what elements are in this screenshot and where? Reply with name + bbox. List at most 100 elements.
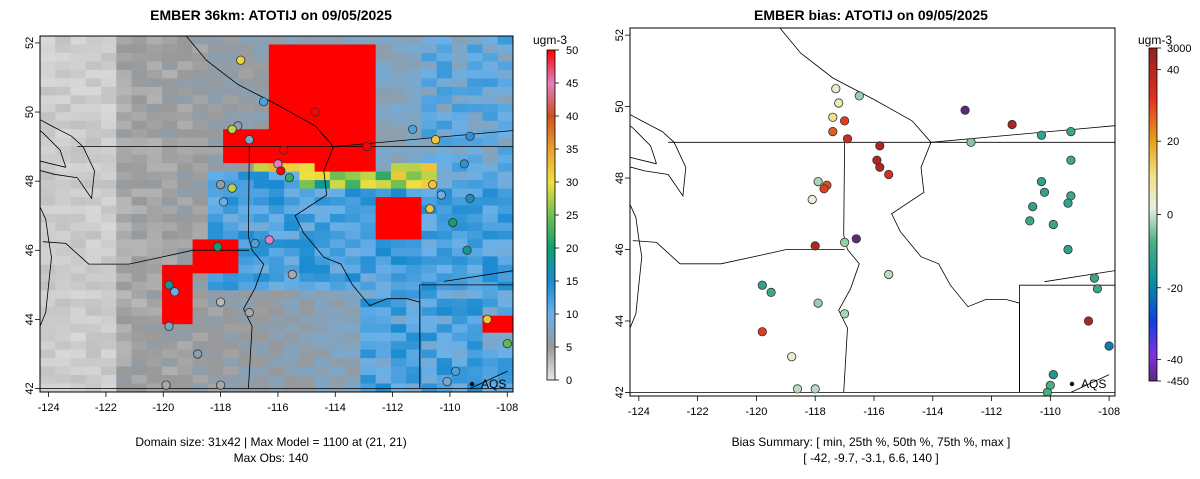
- heatmap-cell: [375, 52, 392, 63]
- heatmap-cell: [40, 375, 56, 385]
- heatmap-cell: [360, 239, 377, 249]
- heatmap-cell: [116, 315, 133, 325]
- heatmap-cell: [451, 69, 468, 79]
- heatmap-cell: [497, 197, 513, 207]
- y-tick-label: 44: [24, 313, 36, 325]
- heatmap-cell: [40, 188, 56, 198]
- heatmap-cell: [238, 44, 255, 54]
- heatmap-cell: [406, 154, 423, 164]
- heatmap-cell: [192, 78, 209, 88]
- heatmap-cell: [192, 86, 209, 96]
- heatmap-cell: [314, 264, 331, 274]
- heatmap-cell: [131, 36, 148, 46]
- heatmap-cell: [451, 383, 468, 392]
- heatmap-cell: [436, 222, 453, 232]
- heatmap-cell: [345, 86, 362, 96]
- heatmap-cell: [177, 146, 194, 156]
- heatmap-cell: [162, 375, 178, 385]
- heatmap-cell: [482, 103, 499, 113]
- heatmap-cell: [40, 112, 56, 122]
- heatmap-cell: [299, 69, 316, 79]
- heatmap-cell: [162, 69, 178, 79]
- heatmap-cell: [146, 290, 163, 300]
- heatmap-cell: [85, 324, 102, 334]
- heatmap-cell: [497, 103, 513, 113]
- heatmap-cell: [497, 69, 513, 79]
- heatmap-cell: [177, 205, 194, 215]
- heatmap-cell: [70, 298, 87, 308]
- heatmap-cell: [55, 298, 72, 308]
- heatmap-cell: [116, 358, 133, 368]
- heatmap-cell: [207, 61, 224, 71]
- heatmap-cell: [192, 52, 209, 63]
- heatmap-cell: [238, 205, 255, 215]
- heatmap-cell: [268, 86, 285, 96]
- heatmap-cell: [146, 375, 163, 385]
- heatmap-cell: [101, 273, 117, 283]
- heatmap-cell: [116, 154, 133, 164]
- observation-point: [287, 269, 297, 280]
- legend-tick-label: 45: [566, 78, 578, 90]
- heatmap-cell: [467, 44, 484, 54]
- bias-point: [839, 116, 850, 126]
- observation-point: [164, 321, 174, 331]
- heatmap-cell: [497, 129, 513, 139]
- left-aqs-label: AQS: [481, 377, 506, 391]
- heatmap-cell: [482, 112, 499, 122]
- heatmap-cell: [299, 120, 316, 130]
- heatmap-cell: [329, 214, 346, 224]
- observation-point: [236, 55, 246, 65]
- heatmap-cell: [70, 358, 87, 368]
- heatmap-cell: [268, 95, 285, 105]
- bias-point: [842, 134, 853, 144]
- heatmap-cell: [390, 358, 407, 368]
- legend-tick-label: 40: [566, 111, 578, 123]
- right-aqs-legend: AQS: [1069, 377, 1106, 391]
- heatmap-cell: [238, 197, 255, 207]
- y-tick-label: 48: [24, 175, 36, 187]
- heatmap-cell: [238, 230, 255, 241]
- heatmap-cell: [207, 230, 224, 241]
- heatmap-cell: [116, 197, 133, 207]
- heatmap-cell: [207, 298, 224, 308]
- heatmap-cell: [421, 95, 438, 105]
- heatmap-cell: [116, 281, 133, 291]
- heatmap-cell: [223, 129, 239, 139]
- heatmap-cell: [390, 52, 407, 63]
- heatmap-cell: [268, 298, 285, 308]
- heatmap-cell: [299, 78, 316, 88]
- heatmap-cell: [497, 273, 513, 283]
- heatmap-cell: [146, 341, 163, 351]
- heatmap-cell: [162, 154, 178, 164]
- heatmap-cell: [146, 69, 163, 79]
- heatmap-cell: [207, 163, 224, 173]
- heatmap-cell: [177, 214, 194, 224]
- heatmap-cell: [223, 281, 239, 291]
- heatmap-cell: [497, 239, 513, 249]
- heatmap-cell: [329, 137, 346, 147]
- heatmap-cell: [375, 222, 392, 232]
- heatmap-cell: [253, 146, 270, 156]
- heatmap-cell: [40, 137, 56, 147]
- heatmap-cell: [177, 137, 194, 147]
- heatmap-cell: [482, 129, 499, 139]
- heatmap-cell: [253, 332, 270, 342]
- heatmap-cell: [162, 112, 178, 122]
- heatmap-cell: [253, 78, 270, 88]
- observation-point: [459, 159, 469, 169]
- heatmap-cell: [345, 180, 362, 190]
- heatmap-cell: [207, 324, 224, 334]
- heatmap-cell: [299, 86, 316, 96]
- heatmap-cell: [85, 129, 102, 139]
- heatmap-cell: [131, 129, 148, 139]
- heatmap-cell: [299, 103, 316, 113]
- heatmap-cell: [40, 171, 56, 181]
- heatmap-cell: [207, 78, 224, 88]
- heatmap-cell: [467, 307, 484, 317]
- heatmap-cell: [55, 129, 72, 139]
- heatmap-cell: [116, 86, 133, 96]
- heatmap-cell: [162, 78, 178, 88]
- heatmap-cell: [70, 112, 87, 122]
- heatmap-cell: [192, 69, 209, 79]
- heatmap-cell: [345, 247, 362, 257]
